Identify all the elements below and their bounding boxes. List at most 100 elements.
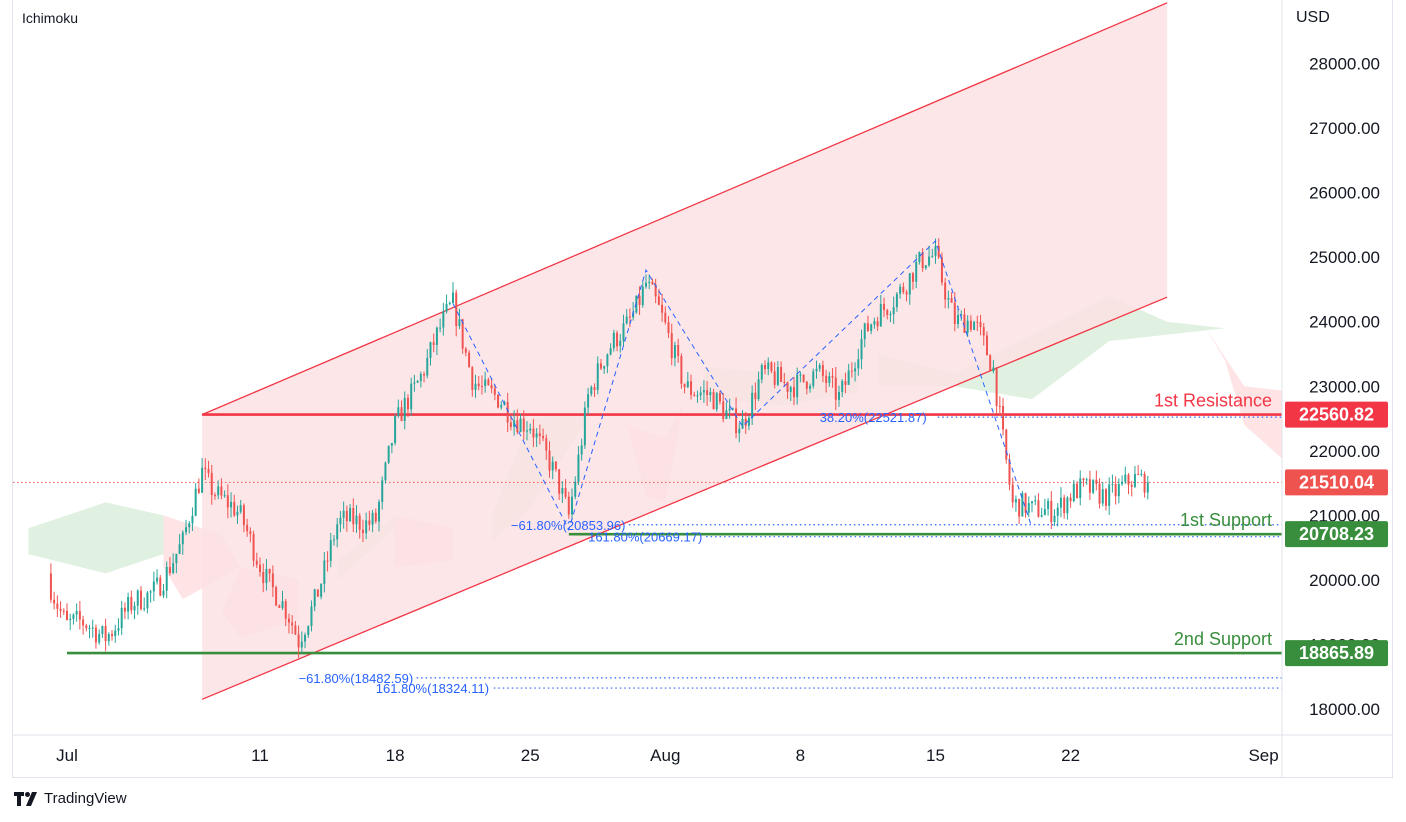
ichimoku-cloud [28, 502, 163, 573]
currency-label[interactable]: USD [1296, 9, 1330, 27]
candle-body [478, 384, 480, 386]
candle-body [50, 573, 52, 599]
candle-body [304, 635, 306, 642]
candle-body [121, 608, 123, 628]
1st-resistance-price-badge-text: 22560.82 [1299, 405, 1374, 425]
candle-body [870, 325, 872, 331]
candle-body [1054, 516, 1056, 522]
candle-body [336, 524, 338, 539]
candle-body [642, 287, 644, 305]
candle-body [224, 495, 226, 496]
candle-body [684, 384, 686, 387]
candle-body [999, 406, 1001, 407]
candle-body [996, 367, 998, 405]
candle-body [867, 323, 869, 331]
candle-body [783, 382, 785, 383]
candle-body [555, 462, 557, 470]
candle-body [201, 468, 203, 493]
candle-body [709, 392, 711, 395]
candle-body [487, 380, 489, 386]
fib-level-label: 161.80%(18324.11) [376, 681, 489, 696]
candle-body [327, 561, 329, 562]
candle-body [111, 634, 113, 636]
candle-body [401, 407, 403, 421]
candle-body [835, 378, 837, 400]
candle-body [1115, 484, 1117, 496]
candle-body [973, 322, 975, 330]
candle-body [658, 296, 660, 304]
candle-body [256, 561, 258, 565]
brand-watermark[interactable]: TradingView [14, 790, 127, 807]
candle-body [668, 322, 670, 333]
candle-body [893, 307, 895, 314]
candle-body [262, 572, 264, 583]
candle-body [690, 381, 692, 395]
candle-body [880, 304, 882, 326]
candle-body [780, 367, 782, 382]
candle-body [484, 380, 486, 387]
candle-body [1128, 475, 1130, 485]
candle-body [812, 371, 814, 386]
candle-body [1037, 500, 1039, 516]
candle-body [803, 375, 805, 382]
candle-body [513, 420, 515, 427]
candle-body [114, 631, 116, 637]
candle-body [475, 384, 477, 390]
candle-body [806, 382, 808, 389]
candle-body [725, 410, 727, 419]
candle-body [92, 628, 94, 629]
candle-body [545, 438, 547, 450]
candle-body [124, 608, 126, 612]
candle-body [716, 393, 718, 409]
candle-body [372, 513, 374, 525]
candle-body [951, 298, 953, 303]
candle-body [368, 520, 370, 524]
candle-body [240, 505, 242, 512]
candle-body [790, 387, 792, 392]
x-axis-tick-label: 11 [251, 746, 269, 765]
candle-body [1041, 515, 1043, 517]
candle-body [285, 601, 287, 618]
candle-body [841, 381, 843, 392]
candle-body [253, 534, 255, 561]
candle-body [861, 339, 863, 359]
candle-body [809, 386, 811, 389]
candle-body [713, 392, 715, 409]
indicator-label[interactable]: Ichimoku [22, 10, 78, 26]
x-axis-tick-label: Aug [650, 746, 680, 765]
candle-body [439, 328, 441, 329]
candle-body [565, 488, 567, 497]
candle-body [195, 489, 197, 516]
candle-body [140, 591, 142, 609]
candle-body [169, 567, 171, 573]
candle-body [143, 608, 145, 609]
candle-body [391, 443, 393, 446]
y-axis-tick-label: 25000.00 [1309, 248, 1380, 267]
candle-body [1095, 480, 1097, 484]
y-axis-tick-label: 26000.00 [1309, 184, 1380, 203]
candle-body [310, 607, 312, 627]
candle-body [574, 482, 576, 497]
candle-body [915, 262, 917, 282]
candle-body [1140, 474, 1142, 475]
candle-body [1005, 430, 1007, 460]
candle-body [648, 282, 650, 283]
candle-body [536, 433, 538, 437]
candle-body [346, 511, 348, 521]
candle-body [1079, 478, 1081, 498]
x-axis-tick-label: Jul [56, 746, 78, 765]
candle-body [844, 381, 846, 385]
candle-body [581, 445, 583, 454]
candle-body [182, 532, 184, 544]
candle-body [108, 634, 110, 641]
candle-body [307, 626, 309, 635]
candle-body [191, 516, 193, 523]
candle-body [619, 341, 621, 347]
candle-body [1057, 508, 1059, 516]
candle-body [388, 446, 390, 463]
candle-body [1105, 489, 1107, 506]
candle-body [542, 436, 544, 438]
candle-body [651, 282, 653, 285]
candle-body [616, 333, 618, 347]
